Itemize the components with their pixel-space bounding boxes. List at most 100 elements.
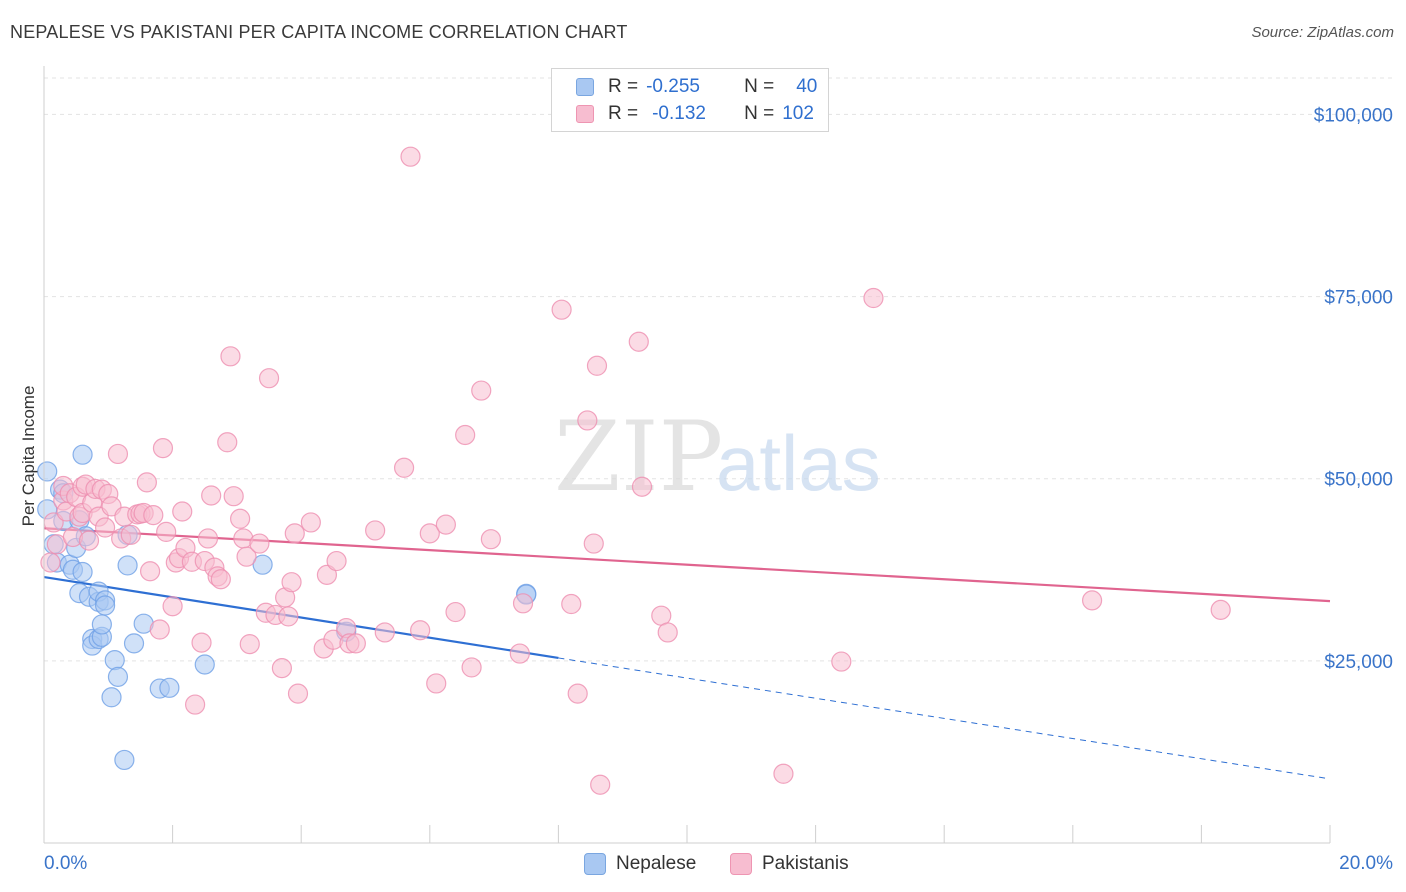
pakistanis-point xyxy=(567,683,588,704)
pakistanis-point xyxy=(326,550,347,572)
nepalese-trend-line xyxy=(43,575,559,660)
pakistanis-point xyxy=(162,596,183,617)
pakistanis-point xyxy=(657,622,678,643)
watermark-atlas: atlas xyxy=(716,419,881,507)
pakistanis-point xyxy=(393,457,415,478)
pakistanis-point xyxy=(426,673,447,694)
nepalese-point xyxy=(72,444,93,465)
pakistanis-point xyxy=(316,564,338,585)
nepalese-point xyxy=(123,633,145,654)
pakistanis-point xyxy=(586,355,608,376)
source-label: Source: ZipAtlas.com xyxy=(1251,24,1394,41)
nepalese-point xyxy=(72,561,93,583)
legend-row-pakistanis: R = -0.132 N = 102 xyxy=(576,102,814,126)
bottom-legend-pakistanis: Pakistanis xyxy=(730,851,849,877)
pakistanis-point xyxy=(773,763,794,784)
x-tick-label: 0.0% xyxy=(44,853,87,874)
nepalese-point xyxy=(101,687,122,708)
pakistanis-point xyxy=(345,633,366,654)
pakistanis-point xyxy=(156,521,177,543)
nepalese-trend-extension xyxy=(558,657,1331,780)
bottom-legend-nepalese: Nepalese xyxy=(584,851,696,877)
y-tick-label: $25,000 xyxy=(1324,652,1393,673)
pakistanis-point xyxy=(374,622,395,643)
pakistanis-point xyxy=(284,523,305,544)
y-axis-label: Per Capita Income xyxy=(19,386,38,527)
nepalese-point xyxy=(114,749,135,771)
pakistanis-point xyxy=(480,529,501,550)
pakistanis-point xyxy=(400,146,421,167)
nepalese-point xyxy=(107,666,129,687)
y-tick-label: $50,000 xyxy=(1324,470,1393,491)
pakistanis-point xyxy=(201,485,222,506)
pakistanis-point xyxy=(512,593,534,614)
pakistanis-point xyxy=(197,528,219,549)
pakistanis-point xyxy=(509,643,530,664)
pakistanis-point xyxy=(435,514,456,535)
pakistanis-point xyxy=(1210,599,1231,620)
pakistanis-swatch xyxy=(576,105,594,123)
r-label: R = xyxy=(608,103,639,124)
pakistanis-point xyxy=(139,561,161,582)
pakistanis-point xyxy=(217,432,238,453)
pakistanis-point xyxy=(230,508,251,529)
nepalese-point xyxy=(104,650,125,671)
pakistanis-point xyxy=(1081,590,1103,611)
pakistanis-point xyxy=(287,683,309,704)
pakistanis-point xyxy=(258,368,280,389)
pakistanis-point xyxy=(278,606,299,627)
y-tick-label: $75,000 xyxy=(1324,288,1393,309)
pakistanis-point xyxy=(78,530,100,551)
n-label: N = xyxy=(744,103,775,124)
pakistanis-point xyxy=(461,657,482,678)
nepalese-point xyxy=(117,555,138,576)
r-label: R = xyxy=(608,76,639,97)
legend-label: Pakistanis xyxy=(762,853,849,874)
legend-label: Nepalese xyxy=(616,853,697,874)
pakistanis-point xyxy=(249,533,270,554)
pakistanis-point xyxy=(831,651,852,672)
pakistanis-point xyxy=(210,569,231,590)
pakistanis-point xyxy=(561,593,582,615)
nepalese-point xyxy=(159,677,180,698)
y-tick-label: $100,000 xyxy=(1314,105,1393,126)
pakistanis-swatch xyxy=(730,853,752,875)
pakistanis-point xyxy=(577,410,598,431)
nepalese-point xyxy=(252,554,273,575)
pakistanis-point xyxy=(223,486,244,507)
pakistanis-point xyxy=(863,287,884,309)
nepalese-swatch xyxy=(576,78,594,96)
legend-row-nepalese: R = -0.255 N = 40 xyxy=(576,75,817,99)
pakistanis-point xyxy=(120,524,141,545)
pakistanis-point xyxy=(583,533,604,554)
pakistanis-point xyxy=(455,424,476,446)
pakistanis-point xyxy=(152,438,174,459)
pakistanis-point xyxy=(628,331,649,352)
pakistanis-point xyxy=(185,694,206,715)
pakistanis-point xyxy=(107,443,129,465)
pakistanis-point xyxy=(651,605,672,626)
x-tick-label: 20.0% xyxy=(1339,853,1393,874)
n-label: N = xyxy=(744,76,775,97)
pakistanis-point xyxy=(590,774,611,795)
pakistanis-point xyxy=(445,601,466,623)
pakistanis-point xyxy=(94,517,116,538)
pakistanis-point xyxy=(220,346,241,367)
nepalese-point xyxy=(194,654,215,675)
n-value: 102 xyxy=(782,103,814,124)
pakistanis-point xyxy=(551,299,572,320)
r-value: -0.132 xyxy=(652,103,706,124)
r-value: -0.255 xyxy=(646,76,700,97)
pakistanis-point xyxy=(419,523,440,544)
chart-title: NEPALESE VS PAKISTANI PER CAPITA INCOME … xyxy=(10,22,628,42)
pakistanis-point xyxy=(236,546,257,567)
pakistanis-point xyxy=(172,501,193,522)
pakistanis-point xyxy=(471,380,492,401)
pakistanis-point xyxy=(365,520,386,541)
pakistanis-point xyxy=(271,658,293,679)
nepalese-point xyxy=(91,614,112,635)
pakistanis-point xyxy=(300,512,321,533)
pakistanis-point xyxy=(410,620,431,641)
pakistanis-point xyxy=(149,619,170,640)
